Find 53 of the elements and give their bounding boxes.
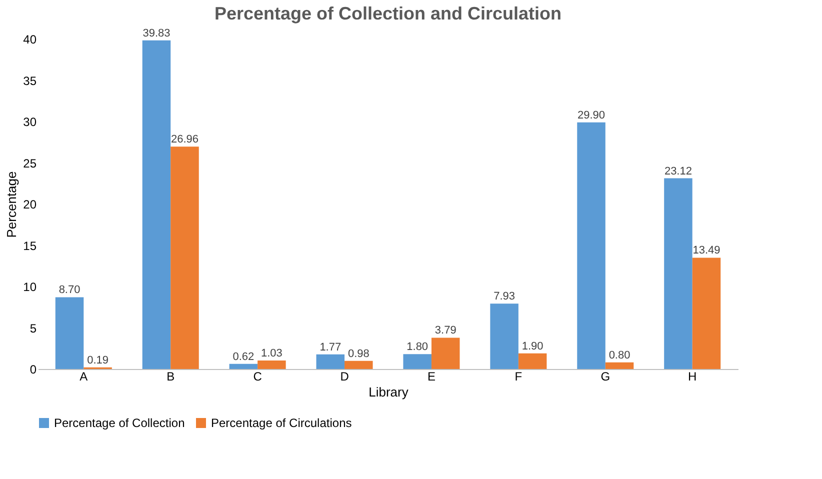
x-tick-label: A bbox=[80, 370, 88, 384]
data-label: 0.62 bbox=[232, 350, 254, 363]
data-label: 23.12 bbox=[664, 165, 692, 178]
y-tick-label: 15 bbox=[23, 238, 37, 253]
data-label: 39.83 bbox=[142, 27, 170, 40]
data-label: 7.93 bbox=[494, 290, 516, 303]
bar bbox=[55, 297, 84, 369]
y-tick-label: 10 bbox=[23, 280, 37, 294]
x-tick-label: E bbox=[427, 370, 436, 384]
x-tick-label: C bbox=[253, 370, 262, 384]
data-label: 29.90 bbox=[577, 109, 606, 122]
data-label: 26.96 bbox=[170, 134, 199, 146]
x-tick-label: B bbox=[166, 370, 175, 384]
data-label: 1.77 bbox=[320, 341, 342, 354]
bar bbox=[344, 360, 373, 369]
y-tick-label: 0 bbox=[30, 362, 37, 376]
data-label: 3.79 bbox=[434, 324, 456, 337]
bar bbox=[664, 178, 692, 369]
legend-label: Percentage of Circulations bbox=[211, 416, 352, 430]
bar bbox=[258, 360, 286, 369]
y-tick-label: 20 bbox=[23, 198, 37, 212]
data-label: 1.03 bbox=[260, 348, 282, 360]
x-tick-label: G bbox=[600, 370, 610, 384]
y-tick-label: 5 bbox=[30, 321, 37, 336]
data-label: 0.19 bbox=[87, 354, 108, 366]
data-label: 0.80 bbox=[608, 349, 630, 362]
data-label: 0.98 bbox=[348, 348, 370, 360]
legend-label: Percentage of Collection bbox=[54, 416, 185, 430]
x-tick-label: F bbox=[514, 370, 522, 384]
bar bbox=[605, 362, 634, 369]
x-tick-label: D bbox=[340, 370, 350, 384]
y-tick-label: 40 bbox=[23, 32, 37, 46]
data-label: 1.90 bbox=[522, 340, 544, 352]
y-tick-label: 35 bbox=[23, 74, 37, 88]
data-label: 1.80 bbox=[406, 341, 428, 354]
y-axis-title: Percentage bbox=[4, 171, 20, 238]
bar bbox=[316, 354, 345, 369]
bar bbox=[490, 304, 518, 369]
chart-title: Percentage of Collection and Circulation bbox=[214, 3, 562, 24]
x-axis-title: Library bbox=[368, 384, 409, 400]
bar bbox=[229, 364, 258, 369]
y-tick-label: 25 bbox=[23, 156, 37, 170]
bar bbox=[577, 122, 606, 369]
x-tick-label: H bbox=[688, 370, 697, 384]
bar bbox=[692, 258, 721, 369]
data-label: 13.49 bbox=[692, 244, 720, 257]
bar bbox=[431, 338, 460, 369]
y-tick-label: 30 bbox=[23, 115, 37, 129]
data-label: 8.70 bbox=[58, 284, 80, 296]
bar bbox=[403, 354, 432, 369]
bar bbox=[142, 40, 171, 369]
bar bbox=[518, 353, 547, 369]
bar bbox=[170, 146, 199, 369]
